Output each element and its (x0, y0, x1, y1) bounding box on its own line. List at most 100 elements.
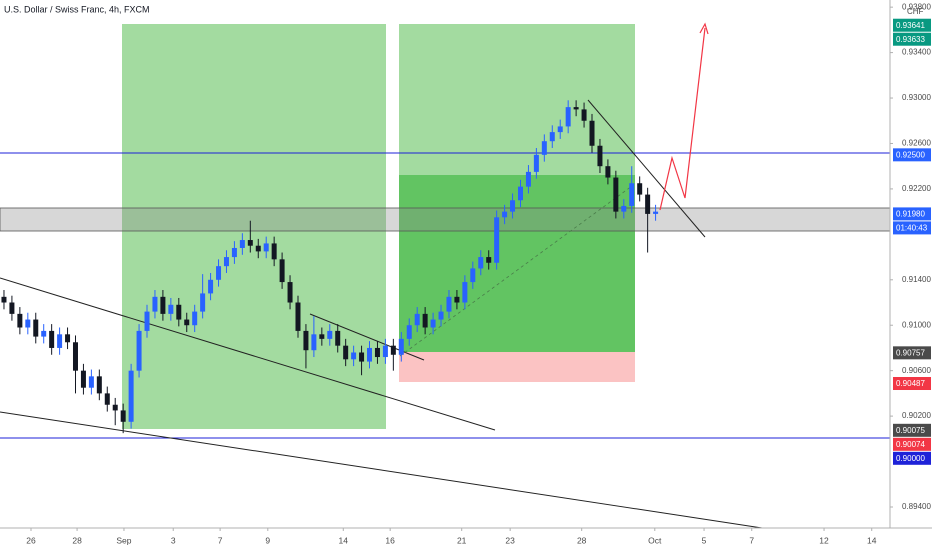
candle-body (200, 293, 206, 312)
price-label-box (893, 207, 931, 221)
candle-body (637, 183, 643, 195)
arrow-head (699, 22, 709, 35)
candle-body (398, 338, 404, 355)
candle-body (112, 404, 118, 411)
x-tick-label: 28 (577, 535, 587, 545)
candle-body (589, 120, 595, 146)
candle-body (184, 319, 190, 326)
chart-title: U.S. Dollar / Swiss Franc, 4h, FXCM (4, 4, 150, 14)
candle-body (446, 296, 452, 312)
candle-body (462, 282, 468, 303)
price-label: 0.90487 (896, 379, 925, 388)
currency-label: CHF (907, 7, 924, 16)
x-tick-label: 12 (819, 535, 829, 545)
price-label-box (893, 377, 931, 391)
candle-body (327, 330, 333, 339)
candle-body (9, 302, 15, 314)
price-label-box (893, 32, 931, 46)
price-label: 0.90074 (896, 440, 925, 449)
candle-body (57, 334, 63, 348)
candle-body (351, 352, 357, 360)
price-label: 0.90000 (896, 454, 925, 463)
candle-body (597, 145, 603, 167)
x-tick-label: 7 (749, 535, 754, 545)
y-tick-label: 0.92200 (902, 184, 931, 193)
price-label: 0.90075 (896, 426, 925, 435)
candle-body (438, 311, 444, 320)
candle-body (374, 347, 380, 358)
y-tick-label: 0.90200 (902, 411, 931, 420)
x-tick-label: 14 (339, 535, 349, 545)
countdown-box (893, 221, 931, 235)
candle-body (192, 311, 198, 326)
candle-body (605, 166, 611, 178)
candle-body (231, 247, 237, 258)
x-tick-label: 16 (385, 535, 395, 545)
candle-body (621, 205, 627, 212)
profit-zone (399, 175, 635, 352)
candle-body (382, 345, 388, 358)
y-tick-label: 0.91000 (902, 320, 931, 329)
support-band (0, 207, 891, 232)
price-label: 0.93633 (896, 35, 925, 44)
candle-body (152, 296, 158, 312)
x-tick-label: Oct (648, 535, 662, 545)
candle-body (263, 243, 269, 252)
y-tick-label: 0.89400 (902, 502, 931, 511)
candle-body (17, 313, 23, 328)
y-tick-label: 0.91400 (902, 275, 931, 284)
candle-body (406, 325, 412, 339)
x-tick-label: 28 (72, 535, 82, 545)
candle-body (494, 217, 500, 263)
y-tick-label: 0.93400 (902, 48, 931, 57)
candle-body (470, 268, 476, 283)
y-tick-label: 0.93800 (902, 2, 931, 11)
candle-body (414, 313, 420, 326)
x-tick-label: Sep (116, 535, 131, 545)
candle-body (367, 347, 373, 362)
candle-body (208, 279, 214, 294)
x-tick-label: 14 (867, 535, 877, 545)
range-box (122, 24, 386, 429)
candle-body (557, 126, 563, 133)
candle-body (335, 330, 341, 346)
stop-zone (399, 352, 635, 382)
price-label-box (893, 148, 931, 162)
candle-body (645, 194, 651, 214)
candle-body (255, 245, 261, 252)
candle-body (160, 296, 166, 314)
candle-body (168, 304, 174, 314)
candle-body (144, 311, 150, 331)
price-label-box (893, 451, 931, 465)
candle-body (581, 109, 587, 121)
candle-body (65, 334, 71, 343)
candle-body (176, 304, 182, 320)
candle-body (303, 330, 309, 351)
candle-body (517, 186, 523, 201)
candle-body (33, 319, 39, 337)
candle-body (541, 141, 547, 155)
axis-layer: 0.93800 0.93400 0.93000 0.92600 0.92200 0.914… (26, 2, 931, 545)
x-tick-label: 3 (171, 535, 176, 545)
trend-line (587, 99, 706, 238)
candle-body (533, 154, 539, 172)
candle-body (80, 370, 86, 388)
candle-body (502, 211, 508, 218)
y-tick-label: 0.90600 (902, 366, 931, 375)
x-tick-label: 9 (265, 535, 270, 545)
candles (1, 100, 659, 434)
candle-body (565, 107, 571, 127)
candle-body (319, 334, 325, 339)
candle-body (41, 330, 47, 337)
candle-body (247, 240, 253, 246)
candle-body (359, 352, 365, 362)
price-label-box (893, 437, 931, 451)
candle-body (239, 240, 245, 248)
price-label-box (893, 346, 931, 360)
price-label: 0.92500 (896, 150, 925, 159)
price-label-box (893, 18, 931, 32)
candle-body (549, 132, 555, 142)
candle-body (573, 107, 579, 110)
